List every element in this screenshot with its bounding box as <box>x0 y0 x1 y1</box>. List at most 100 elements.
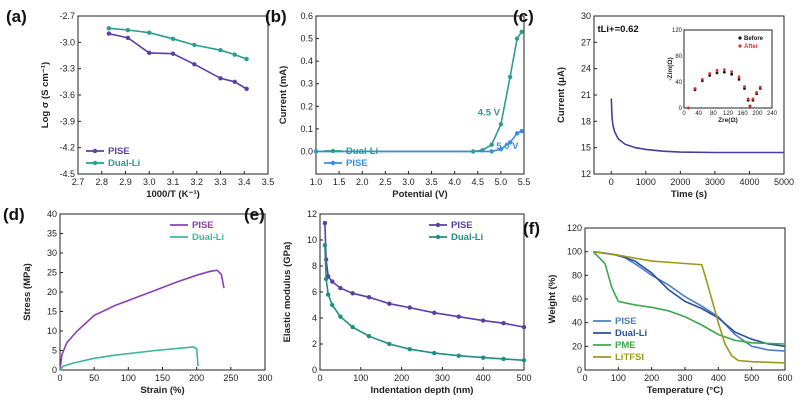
x-tick-label: 5000 <box>774 177 794 187</box>
panel-1: 1.0 1.5 2.0 2.5 3.0 3.5 4.0 4.5 5.0 5.5 0.0 0.1 0.2 0… <box>265 7 530 200</box>
x-tick-label: 2.9 <box>119 177 132 187</box>
x-tick-label: 1000 <box>636 177 656 187</box>
y-tick-label: 0.2 <box>300 101 313 111</box>
inset-point <box>730 70 734 73</box>
x-tick-label: 0 <box>609 177 614 187</box>
y-tick-label: 30 <box>47 248 57 258</box>
data-point <box>350 291 355 296</box>
y-tick-label: 12 <box>307 209 317 219</box>
x-tick-label: 400 <box>476 373 491 383</box>
data-point <box>170 51 176 56</box>
x-tick-label: 3.3 <box>214 177 227 187</box>
x-tick-label: 3.5 <box>425 177 438 187</box>
panel-label: (f) <box>523 219 540 238</box>
inset-point <box>758 85 762 89</box>
data-point <box>507 74 513 80</box>
x-tick-label: 200 <box>189 373 204 383</box>
data-point <box>432 310 437 315</box>
legend-entry: PME <box>615 340 636 351</box>
x-tick-label: 3.5 <box>262 177 275 187</box>
y-tick-label: 2 <box>312 339 317 349</box>
y-tick-label: 80 <box>572 270 582 280</box>
data-point <box>325 292 331 297</box>
inset-point <box>737 78 741 81</box>
y-tick-label: 0.4 <box>300 56 313 66</box>
data-point <box>498 122 504 127</box>
series-line-1 <box>108 27 247 60</box>
inset-point <box>751 97 755 101</box>
inset-x-tick-label: 80 <box>710 111 717 117</box>
x-tick-label: 50 <box>89 373 99 383</box>
legend-entry: Dual-Li <box>192 232 224 243</box>
panel-label: (a) <box>6 7 27 26</box>
series-line-1 <box>59 346 199 371</box>
x-tick-label: 3.0 <box>143 177 156 187</box>
y-tick-label: -3.3 <box>59 64 75 74</box>
inset-point <box>700 78 704 81</box>
inset-point <box>755 91 758 94</box>
x-tick-label: 2000 <box>670 177 690 187</box>
data-point <box>481 318 486 323</box>
x-tick-label: 1.5 <box>333 177 346 187</box>
legend-marker <box>330 148 336 154</box>
y-tick-label: 18 <box>581 116 591 126</box>
y-tick-label: 24 <box>581 64 591 74</box>
y-tick-label: 0.5 <box>300 34 313 44</box>
series-line-1 <box>593 250 786 348</box>
data-point <box>338 285 343 291</box>
data-point <box>244 86 249 92</box>
inset-point <box>708 72 712 75</box>
data-point <box>147 50 152 56</box>
y-axis-label: Stress (MPa) <box>22 263 33 321</box>
data-point <box>507 140 513 145</box>
data-point <box>519 128 524 134</box>
legend-marker <box>435 222 441 228</box>
y-axis-label: Current (mA) <box>278 66 289 125</box>
x-tick-label: 300 <box>435 373 450 383</box>
data-point <box>519 29 524 34</box>
inset-point <box>722 68 726 72</box>
y-tick-label: 30 <box>581 11 591 21</box>
data-point <box>313 149 319 154</box>
x-tick-label: 150 <box>155 373 170 383</box>
panel-label: (b) <box>265 7 287 26</box>
inset-x-tick-label: 160 <box>738 111 749 117</box>
data-point <box>192 62 197 67</box>
data-point <box>489 149 494 154</box>
y-tick-label: 10 <box>47 326 57 336</box>
plot-frame <box>315 15 525 175</box>
annotation-4-5v: 4.5 V <box>478 107 501 118</box>
y-tick-label: 0 <box>577 365 582 375</box>
legend-entry: Dual-Li <box>346 146 378 157</box>
x-tick-label: 500 <box>516 373 531 383</box>
data-point <box>456 314 461 319</box>
inset-point <box>715 68 719 72</box>
x-tick-label: 600 <box>777 373 792 383</box>
y-tick-label: 0.6 <box>300 11 313 21</box>
inset-frame <box>683 29 773 109</box>
panel-3: 0 50 100 150 200 250 300 0 5 10 15 20 25 30 35 40 Strain… <box>3 205 273 396</box>
inset-point <box>730 72 734 76</box>
y-tick-label: 35 <box>47 229 57 239</box>
inset-point <box>715 71 719 75</box>
y-tick-label: 20 <box>572 341 582 351</box>
y-tick-label: 12 <box>581 169 591 179</box>
legend-entry: Dual-Li <box>108 158 140 169</box>
data-point <box>456 353 461 358</box>
series-line-2 <box>592 251 786 345</box>
x-axis-label: Indentation depth (nm) <box>371 385 474 396</box>
inset-x-tick-label: 0 <box>682 111 686 117</box>
y-tick-label: -3.0 <box>59 37 75 47</box>
data-point <box>322 243 328 248</box>
y-tick-label: 15 <box>47 307 57 317</box>
inset-point <box>722 70 726 74</box>
legend-entry: PISE <box>451 220 473 231</box>
legend-marker <box>435 234 441 240</box>
data-point <box>170 36 176 42</box>
x-tick-label: 2.5 <box>379 177 392 187</box>
x-tick-label: 300 <box>677 373 692 383</box>
x-tick-label: 100 <box>121 373 136 383</box>
y-tick-label: 21 <box>581 90 591 100</box>
y-tick-label: 0.3 <box>300 79 313 89</box>
y-tick-label: 27 <box>581 37 591 47</box>
